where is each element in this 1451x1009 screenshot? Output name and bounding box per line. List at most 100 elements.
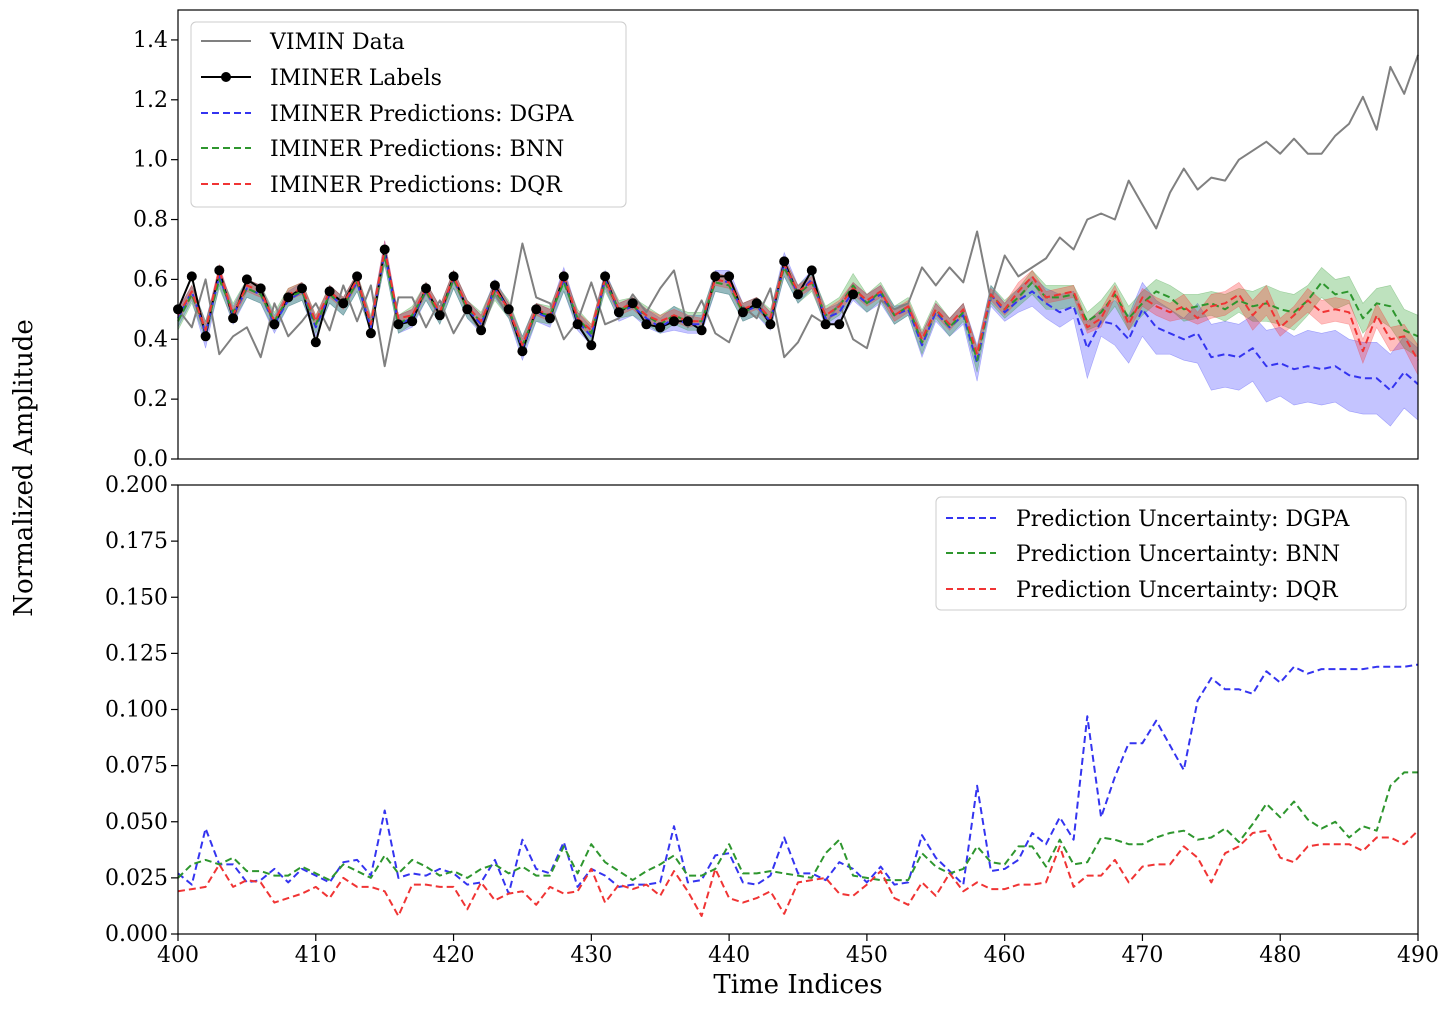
label-marker	[365, 328, 376, 339]
bottom-ytick-label: 0.050	[105, 810, 168, 835]
label-marker	[558, 271, 569, 282]
bottom-ytick-label: 0.200	[105, 473, 168, 498]
top-markers	[173, 244, 859, 357]
label-marker	[517, 346, 528, 357]
top-ytick-label: 1.0	[133, 148, 168, 173]
label-marker	[489, 280, 500, 291]
top-legend-box	[190, 21, 627, 208]
top-ytick-label: 0.6	[133, 267, 168, 292]
top-ytick-label: 1.4	[133, 28, 168, 53]
bottom-ytick-label: 0.000	[105, 922, 168, 947]
label-marker	[379, 244, 390, 255]
label-marker	[641, 319, 652, 330]
bottom-ytick-label: 0.100	[105, 698, 168, 723]
label-marker	[613, 307, 624, 318]
top-ytick-label: 0.2	[133, 387, 168, 412]
label-marker	[586, 340, 597, 351]
line-uncertainty-dqr	[177, 829, 1419, 917]
label-marker	[338, 298, 349, 309]
bottom-y-axis: 0.000 0.025 0.050 0.075 0.100 0.125 0.150 0.175…	[105, 473, 178, 947]
label-marker	[710, 271, 721, 282]
line-vimin-data	[177, 54, 1419, 368]
bottom-ytick-label: 0.125	[105, 641, 168, 666]
bottom-xtick-label: 430	[570, 943, 612, 968]
top-plot-frame	[177, 9, 1419, 460]
legend-label-dqr: IMINER Predictions: DQR	[270, 173, 563, 198]
bottom-xtick-label: 440	[708, 943, 750, 968]
bottom-xtick-label: 400	[157, 943, 199, 968]
top-plot: 0.0 0.2 0.4 0.6 0.8 1.0 1.2 1.4 VIMIN Data IMIN…	[133, 9, 1419, 472]
label-marker	[434, 310, 445, 321]
legend-label-unc-bnn: Prediction Uncertainty: BNN	[1016, 542, 1340, 567]
top-y-axis: 0.0 0.2 0.4 0.6 0.8 1.0 1.2 1.4	[133, 28, 178, 472]
label-marker	[421, 283, 431, 294]
top-ytick-label: 1.2	[133, 88, 168, 113]
bottom-ytick-label: 0.175	[105, 529, 168, 554]
legend-label-labels: IMINER Labels	[270, 66, 442, 91]
line-uncertainty-dgpa	[177, 663, 1419, 895]
label-marker	[200, 331, 211, 342]
label-marker	[214, 265, 225, 276]
legend-label-vimin: VIMIN Data	[269, 30, 405, 55]
bottom-legend: Prediction Uncertainty: DGPA Prediction …	[935, 496, 1407, 611]
legend-swatch-labels-marker	[221, 72, 231, 82]
bottom-ytick-label: 0.025	[105, 866, 168, 891]
legend-label-bnn: IMINER Predictions: BNN	[270, 137, 564, 162]
label-marker	[765, 319, 776, 330]
top-ytick-label: 0.4	[133, 327, 168, 352]
label-marker	[393, 319, 404, 330]
bottom-ytick-label: 0.150	[105, 585, 168, 610]
label-marker	[269, 319, 280, 330]
label-marker	[297, 283, 307, 294]
label-marker	[310, 337, 321, 348]
label-marker	[724, 271, 735, 282]
label-marker	[834, 319, 845, 330]
label-marker	[462, 304, 473, 315]
label-marker	[793, 289, 803, 300]
bottom-xtick-label: 490	[1397, 943, 1439, 968]
label-marker	[572, 319, 583, 330]
bottom-ytick-label: 0.075	[105, 754, 168, 779]
label-marker	[545, 313, 555, 324]
label-marker	[669, 316, 679, 327]
label-marker	[806, 265, 817, 276]
top-legend: VIMIN Data IMINER Labels IMINER Predicti…	[190, 21, 627, 208]
label-marker	[531, 304, 542, 315]
label-marker	[476, 325, 487, 336]
label-marker	[352, 271, 363, 282]
label-marker	[627, 298, 638, 309]
label-marker	[682, 316, 693, 327]
label-marker	[751, 298, 762, 309]
bottom-plot: 0.000 0.025 0.050 0.075 0.100 0.125 0.150 0.175…	[105, 473, 1439, 968]
label-marker	[186, 271, 197, 282]
bottom-xtick-label: 420	[433, 943, 475, 968]
label-marker	[448, 271, 459, 282]
legend-label-dgpa: IMINER Predictions: DGPA	[270, 102, 575, 127]
line-uncertainty-bnn	[177, 771, 1418, 882]
top-ytick-label: 0.0	[133, 447, 168, 472]
label-marker	[503, 304, 514, 315]
label-marker	[241, 274, 252, 285]
legend-label-unc-dqr: Prediction Uncertainty: DQR	[1016, 578, 1339, 603]
bottom-x-axis: 400 410 420 430 440 450 460 470 480 490	[157, 934, 1439, 968]
label-marker	[600, 271, 611, 282]
label-marker	[820, 319, 831, 330]
top-ytick-label: 0.8	[133, 208, 168, 233]
bottom-xtick-label: 410	[295, 943, 337, 968]
label-marker	[283, 292, 294, 303]
label-marker	[779, 256, 790, 267]
label-marker	[407, 316, 418, 327]
bottom-xtick-label: 450	[846, 943, 888, 968]
label-marker	[324, 286, 335, 297]
bottom-xtick-label: 460	[984, 943, 1026, 968]
label-marker	[696, 325, 707, 336]
bottom-xtick-label: 470	[1121, 943, 1163, 968]
label-marker	[655, 322, 666, 333]
bottom-legend-box	[935, 496, 1407, 611]
label-marker	[228, 313, 239, 324]
bottom-lines	[177, 663, 1419, 917]
bottom-xtick-label: 480	[1259, 943, 1301, 968]
figure-ylabel: Normalized Amplitude	[9, 319, 39, 617]
legend-label-unc-dgpa: Prediction Uncertainty: DGPA	[1016, 507, 1350, 532]
